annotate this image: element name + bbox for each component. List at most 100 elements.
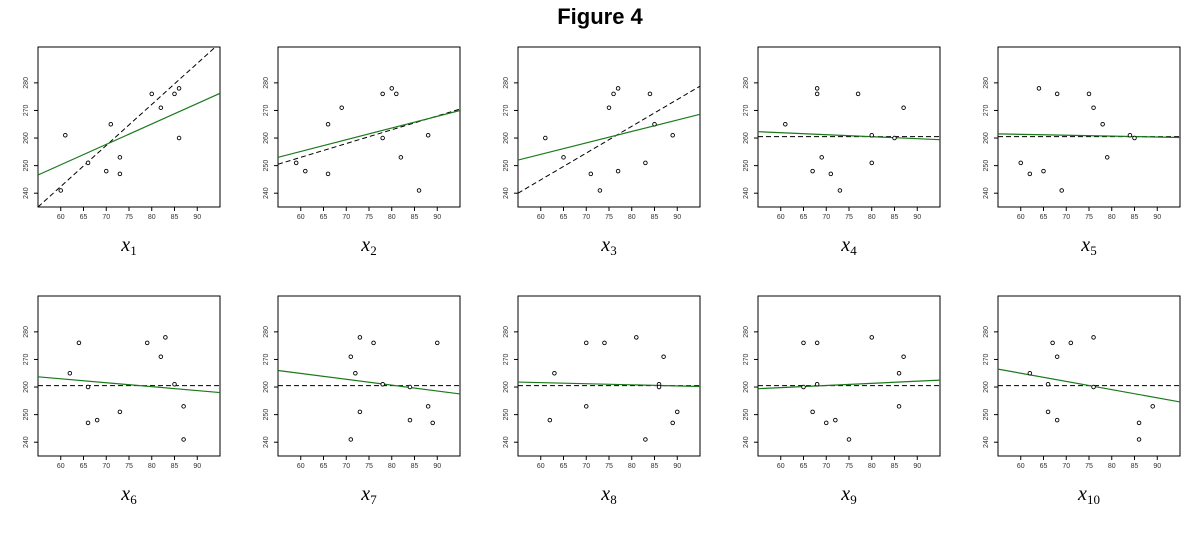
data-point bbox=[353, 370, 358, 376]
y-tick-label: 240 bbox=[503, 436, 510, 448]
y-tick-label: 270 bbox=[983, 354, 990, 366]
y-tick-label: 250 bbox=[503, 160, 510, 172]
data-point bbox=[1041, 168, 1046, 174]
y-tick-label: 260 bbox=[743, 381, 750, 393]
y-tick-label: 280 bbox=[263, 77, 270, 89]
data-point bbox=[547, 417, 553, 423]
y-tick-label: 240 bbox=[23, 436, 30, 448]
x-tick-label: 60 bbox=[297, 463, 305, 470]
data-point bbox=[144, 340, 150, 346]
data-point bbox=[896, 404, 902, 409]
data-point bbox=[1059, 188, 1064, 193]
x-tick-label: 70 bbox=[342, 463, 350, 470]
y-tick-label: 260 bbox=[983, 381, 990, 393]
fit-line bbox=[758, 131, 940, 141]
x-tick-label: 75 bbox=[1085, 214, 1093, 221]
x-tick-label: 80 bbox=[628, 463, 636, 470]
data-point bbox=[552, 370, 557, 376]
data-point bbox=[643, 437, 648, 442]
data-point bbox=[606, 105, 612, 110]
data-point bbox=[615, 168, 621, 174]
data-point bbox=[94, 417, 100, 423]
data-point bbox=[325, 121, 331, 127]
x-axis-label: x1 bbox=[120, 234, 136, 258]
plot-frame bbox=[997, 295, 1181, 457]
figure-title: Figure 4 bbox=[557, 4, 643, 29]
data-point bbox=[661, 354, 666, 359]
x-tick-label: 70 bbox=[102, 463, 110, 470]
data-point bbox=[67, 370, 73, 376]
x-axis-label: x2 bbox=[360, 234, 376, 258]
x-tick-label: 75 bbox=[125, 463, 133, 470]
x-tick-label: 85 bbox=[1131, 214, 1139, 221]
data-point bbox=[855, 91, 861, 97]
data-point bbox=[597, 188, 603, 193]
data-point bbox=[172, 91, 177, 97]
y-tick-label: 250 bbox=[263, 409, 270, 421]
y-tick-label: 280 bbox=[983, 77, 990, 89]
data-point bbox=[348, 354, 354, 359]
fit-line bbox=[278, 369, 460, 395]
data-point bbox=[1050, 340, 1055, 346]
x-tick-label: 60 bbox=[1017, 214, 1025, 221]
y-tick-label: 260 bbox=[503, 132, 510, 144]
x-tick-label: 70 bbox=[342, 214, 350, 221]
data-point bbox=[172, 382, 177, 387]
y-tick-label: 270 bbox=[503, 105, 510, 117]
data-point bbox=[602, 340, 607, 346]
data-point bbox=[176, 135, 182, 141]
data-point bbox=[348, 437, 354, 442]
data-point bbox=[339, 105, 344, 110]
x-tick-label: 85 bbox=[1131, 463, 1139, 470]
x-tick-label: 85 bbox=[411, 214, 419, 221]
y-tick-label: 280 bbox=[23, 326, 30, 338]
y-tick-label: 260 bbox=[263, 132, 270, 144]
y-tick-label: 270 bbox=[23, 354, 30, 366]
x-tick-label: 85 bbox=[651, 463, 659, 470]
panel-x3: 60 65 70 75 80 85 90 240 250 260 270 280 x3 bbox=[503, 46, 701, 258]
data-point bbox=[824, 420, 829, 426]
data-point bbox=[117, 171, 123, 177]
x-tick-label: 90 bbox=[433, 463, 441, 470]
y-tick-label: 280 bbox=[983, 326, 990, 338]
fit-line bbox=[518, 113, 700, 161]
x-tick-label: 65 bbox=[1040, 214, 1048, 221]
y-tick-label: 240 bbox=[743, 436, 750, 448]
x-tick-label: 70 bbox=[582, 463, 590, 470]
x-tick-label: 90 bbox=[193, 463, 201, 470]
x-tick-label: 75 bbox=[365, 463, 373, 470]
data-point bbox=[357, 409, 363, 415]
x-tick-label: 90 bbox=[1153, 214, 1161, 221]
data-point bbox=[801, 340, 806, 346]
x-tick-label: 60 bbox=[537, 463, 545, 470]
y-tick-label: 250 bbox=[983, 160, 990, 172]
fit-line bbox=[278, 109, 460, 158]
fit-line bbox=[998, 133, 1180, 139]
y-tick-label: 240 bbox=[983, 187, 990, 199]
y-tick-label: 260 bbox=[983, 132, 990, 144]
fit-line bbox=[38, 92, 220, 176]
data-point bbox=[615, 86, 621, 91]
data-point bbox=[103, 168, 109, 174]
data-point bbox=[430, 420, 435, 426]
x-tick-label: 90 bbox=[1153, 463, 1161, 470]
data-point bbox=[1104, 155, 1110, 160]
x-tick-label: 65 bbox=[800, 214, 808, 221]
x-tick-label: 75 bbox=[605, 463, 613, 470]
panel-x5: 60 65 70 75 80 85 90 240 250 260 270 280 x5 bbox=[983, 46, 1181, 258]
data-point bbox=[670, 420, 675, 426]
x-tick-label: 65 bbox=[560, 214, 568, 221]
y-tick-label: 270 bbox=[23, 105, 30, 117]
data-point bbox=[652, 121, 657, 127]
data-point bbox=[394, 91, 399, 97]
plot-frame bbox=[757, 295, 941, 457]
reference-line bbox=[38, 47, 217, 207]
plot-frame bbox=[517, 46, 701, 208]
data-point bbox=[1045, 409, 1051, 415]
data-point bbox=[783, 121, 788, 127]
y-tick-label: 250 bbox=[503, 409, 510, 421]
x-tick-label: 80 bbox=[388, 463, 396, 470]
x-tick-label: 75 bbox=[125, 214, 133, 221]
data-point bbox=[1100, 121, 1105, 127]
data-point bbox=[1091, 384, 1096, 390]
